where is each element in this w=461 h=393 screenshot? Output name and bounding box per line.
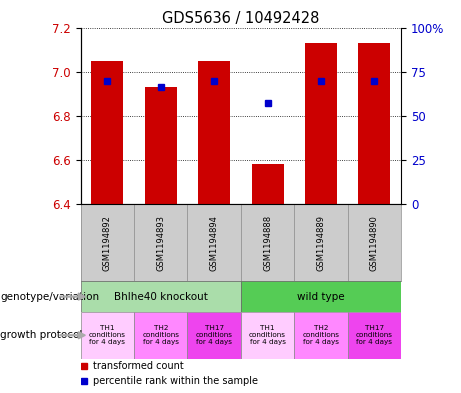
Bar — [305, 43, 337, 204]
Title: GDS5636 / 10492428: GDS5636 / 10492428 — [162, 11, 319, 26]
Text: percentile rank within the sample: percentile rank within the sample — [94, 376, 259, 386]
Bar — [91, 61, 124, 204]
Text: Bhlhe40 knockout: Bhlhe40 knockout — [114, 292, 208, 301]
Bar — [81, 281, 241, 312]
Bar — [81, 312, 134, 359]
Text: TH17
conditions
for 4 days: TH17 conditions for 4 days — [356, 325, 393, 345]
Text: TH1
conditions
for 4 days: TH1 conditions for 4 days — [249, 325, 286, 345]
Text: TH2
conditions
for 4 days: TH2 conditions for 4 days — [302, 325, 339, 345]
Text: GSM1194894: GSM1194894 — [210, 215, 219, 271]
Text: TH17
conditions
for 4 days: TH17 conditions for 4 days — [195, 325, 233, 345]
Text: GSM1194889: GSM1194889 — [316, 215, 325, 271]
Bar — [252, 164, 284, 204]
Text: TH2
conditions
for 4 days: TH2 conditions for 4 days — [142, 325, 179, 345]
Text: TH1
conditions
for 4 days: TH1 conditions for 4 days — [89, 325, 126, 345]
Bar — [358, 43, 390, 204]
Text: GSM1194890: GSM1194890 — [370, 215, 379, 271]
Text: genotype/variation: genotype/variation — [0, 292, 100, 301]
Text: growth protocol: growth protocol — [0, 330, 83, 340]
Text: transformed count: transformed count — [94, 361, 184, 371]
Bar — [145, 87, 177, 204]
Bar — [134, 312, 188, 359]
Text: GSM1194888: GSM1194888 — [263, 215, 272, 271]
Bar — [198, 61, 230, 204]
Text: wild type: wild type — [297, 292, 345, 301]
Bar — [188, 312, 241, 359]
Text: GSM1194892: GSM1194892 — [103, 215, 112, 271]
Bar — [241, 281, 401, 312]
Text: GSM1194893: GSM1194893 — [156, 215, 165, 271]
Bar — [241, 312, 294, 359]
Bar — [348, 312, 401, 359]
Bar — [294, 312, 348, 359]
